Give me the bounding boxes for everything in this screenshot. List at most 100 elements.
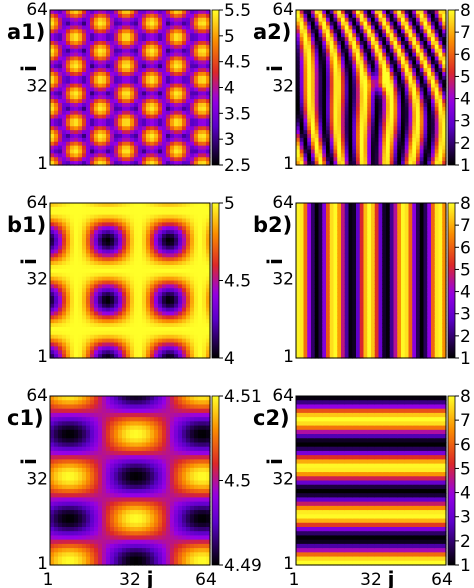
heatmap-cell: [393, 161, 398, 166]
heatmap-cell: [130, 249, 135, 254]
heatmap-cell: [202, 272, 207, 278]
heatmap-cell: [178, 72, 183, 77]
heatmap-cell: [329, 114, 335, 120]
heatmap-cell: [393, 29, 398, 34]
heatmap-cell: [146, 218, 151, 223]
heatmap-cell: [106, 56, 111, 61]
heatmap-cell: [106, 134, 111, 139]
heatmap-cell: [412, 153, 417, 158]
heatmap-cell: [311, 64, 316, 69]
heatmap-cell: [82, 203, 87, 208]
heatmap-cell: [303, 79, 308, 85]
heatmap-cell: [389, 114, 395, 120]
heatmap-cell: [337, 91, 342, 96]
heatmap-cell: [66, 265, 71, 270]
heatmap-cell: [423, 122, 428, 127]
heatmap-cell: [110, 315, 115, 320]
heatmap-cell: [62, 288, 67, 293]
heatmap-cell: [303, 292, 308, 297]
heatmap-cell: [86, 83, 91, 89]
heatmap-cell: [389, 91, 395, 96]
heatmap-cell: [182, 214, 187, 220]
heatmap-cell: [363, 37, 368, 42]
heatmap-cell: [367, 110, 372, 116]
heatmap-cell: [401, 141, 406, 147]
heatmap-cell: [344, 130, 350, 135]
heatmap-cell: [404, 44, 410, 50]
heatmap-cell: [296, 10, 301, 15]
heatmap-cell: [158, 79, 163, 85]
heatmap-cell: [74, 145, 79, 151]
heatmap-cell: [416, 25, 421, 30]
heatmap-cell: [337, 33, 342, 38]
heatmap-cell: [194, 280, 199, 285]
heatmap-cell: [70, 68, 75, 73]
heatmap-cell: [170, 130, 175, 135]
heatmap-cell: [389, 118, 395, 123]
heatmap-cell: [102, 64, 107, 69]
heatmap-cell: [82, 249, 87, 254]
heatmap-cell: [166, 307, 171, 313]
heatmap-cell: [423, 41, 428, 46]
heatmap-cell: [90, 234, 95, 239]
heatmap-cell: [303, 338, 308, 344]
heatmap-cell: [322, 25, 327, 30]
heatmap-cell: [94, 29, 99, 34]
heatmap-cell: [86, 315, 91, 320]
heatmap-cell: [190, 122, 195, 127]
heatmap-cell: [419, 122, 425, 127]
heatmap-cell: [314, 52, 320, 58]
heatmap-cell: [106, 272, 111, 278]
heatmap-cell: [102, 44, 107, 50]
heatmap-cell: [194, 311, 199, 316]
heatmap-cell: [371, 87, 376, 92]
heatmap-cell: [130, 91, 135, 96]
heatmap-cell: [126, 83, 131, 89]
heatmap-cell: [78, 319, 83, 324]
heatmap-cell: [62, 10, 67, 15]
heatmap-cell: [122, 218, 127, 223]
heatmap-cell: [150, 79, 155, 85]
heatmap-cell: [78, 296, 83, 301]
heatmap-cell: [138, 75, 143, 81]
heatmap-cell: [374, 149, 380, 154]
heatmap-cell: [154, 114, 159, 120]
heatmap-cell: [122, 33, 127, 38]
heatmap-cell: [126, 342, 131, 347]
heatmap-cell: [82, 37, 87, 42]
heatmap-cell: [110, 134, 115, 139]
heatmap-cell: [54, 249, 59, 254]
heatmap-cell: [78, 241, 83, 247]
heatmap-cell: [82, 17, 87, 23]
heatmap-cell: [386, 118, 391, 123]
heatmap-cell: [329, 29, 335, 34]
heatmap-cell: [118, 253, 123, 258]
heatmap-cell: [102, 56, 107, 61]
heatmap-cell: [170, 91, 175, 96]
heatmap-cell: [146, 338, 151, 344]
heatmap-cell: [162, 276, 167, 282]
heatmap-cell: [110, 327, 115, 332]
heatmap-cell: [408, 122, 413, 127]
heatmap-cell: [154, 338, 159, 344]
heatmap-cell: [202, 106, 207, 112]
heatmap-cell: [401, 87, 406, 92]
heatmap-cell: [74, 354, 79, 359]
heatmap-cell: [130, 153, 135, 158]
heatmap-cell: [299, 319, 305, 324]
heatmap-cell: [74, 276, 79, 282]
heatmap-cell: [162, 29, 167, 34]
heatmap-cell: [311, 17, 316, 23]
heatmap-cell: [102, 52, 107, 58]
heatmap-cell: [318, 126, 323, 131]
heatmap-cell: [303, 75, 308, 81]
heatmap-cell: [393, 75, 398, 81]
heatmap-cell: [371, 44, 376, 50]
heatmap-cell: [70, 268, 75, 274]
heatmap-cell: [367, 17, 372, 23]
heatmap-cell: [158, 99, 163, 104]
heatmap-cell: [158, 265, 163, 270]
heatmap-cell: [62, 334, 67, 340]
heatmap-cell: [314, 95, 320, 100]
heatmap-cell: [114, 280, 119, 285]
